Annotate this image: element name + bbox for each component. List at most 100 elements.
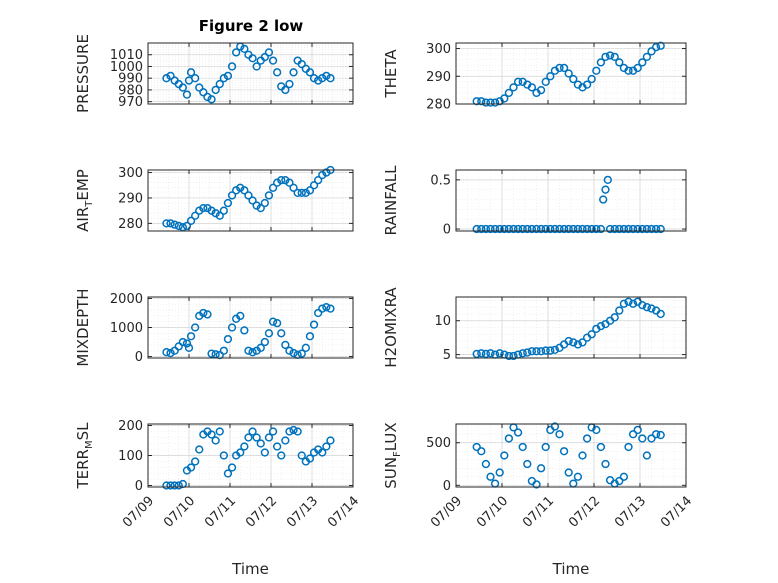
data-point: [628, 430, 638, 439]
data-point: [199, 88, 208, 97]
data-point: [240, 186, 249, 195]
data-point: [518, 224, 527, 234]
data-point: [619, 299, 629, 308]
data-point: [651, 43, 661, 52]
data-point: [615, 306, 624, 315]
data-point: [207, 430, 216, 439]
data-point: [232, 186, 241, 195]
data-point: [277, 329, 286, 338]
data-point: [191, 457, 200, 466]
data-point: [297, 451, 306, 460]
y-tick-label: 10: [434, 314, 451, 329]
data-point: [186, 68, 196, 77]
data-point: [509, 224, 518, 234]
data-point: [244, 433, 253, 442]
y-axis-label: RAINFALL: [382, 165, 400, 236]
data-point: [573, 224, 583, 234]
data-point: [601, 459, 610, 469]
data-point: [564, 468, 573, 477]
data-point: [199, 203, 208, 213]
data-point: [223, 334, 233, 344]
data-point: [504, 224, 514, 234]
data-point: [260, 198, 270, 208]
data-point: [297, 349, 306, 358]
data-point: [314, 176, 323, 185]
data-point: [326, 304, 335, 313]
data-point: [297, 59, 306, 69]
figure-title: Figure 2 low: [199, 17, 304, 35]
data-point: [248, 54, 257, 63]
data-point: [260, 337, 270, 347]
data-point: [289, 183, 298, 192]
data-point: [592, 66, 601, 75]
data-point: [638, 300, 647, 310]
data-point: [638, 434, 647, 443]
data-point: [240, 442, 249, 451]
data-point: [532, 224, 541, 234]
data-point: [523, 459, 532, 469]
data-point: [536, 85, 546, 95]
data-point: [605, 51, 615, 60]
data-point: [633, 425, 642, 435]
data-point: [472, 442, 481, 452]
data-point: [227, 463, 237, 472]
data-point: [615, 224, 624, 234]
data-point: [564, 224, 573, 234]
data-point: [578, 338, 587, 347]
data-point: [615, 58, 624, 67]
data-point: [236, 448, 245, 457]
data-point: [252, 201, 261, 210]
x-tick-label: 07/13: [612, 494, 649, 531]
data-point: [289, 68, 298, 77]
data-point: [256, 439, 265, 448]
data-point: [624, 297, 633, 306]
chart-panel-air_t_emp: 280 290 300 AIRTEMP: [74, 165, 354, 232]
y-axis-label: H2OMIXRA: [382, 287, 400, 368]
data-point: [277, 176, 286, 185]
data-point: [481, 224, 491, 234]
data-point: [297, 188, 306, 198]
data-point: [633, 63, 642, 73]
data-point: [509, 351, 518, 361]
data-point: [647, 47, 656, 56]
y-tick-label: 300: [426, 42, 451, 57]
axes-box: [455, 42, 687, 105]
y-axis-label: PRESSURE: [74, 34, 92, 113]
data-point: [500, 451, 509, 460]
data-point: [264, 48, 274, 57]
data-point: [651, 224, 661, 234]
data-point: [603, 175, 612, 184]
data-point: [555, 224, 564, 234]
data-point: [550, 224, 560, 234]
y-tick-label: 0.5: [430, 173, 451, 188]
data-point: [536, 464, 546, 473]
data-point: [596, 224, 606, 234]
data-point: [219, 451, 229, 460]
data-point: [268, 317, 278, 326]
data-point: [182, 339, 192, 348]
data-point: [184, 343, 194, 352]
data-point: [305, 332, 315, 341]
y-axis-label: THETA: [382, 49, 400, 99]
data-point: [472, 97, 481, 106]
data-point: [211, 436, 220, 445]
data-point: [211, 209, 220, 218]
data-point: [638, 58, 647, 67]
data-point: [326, 74, 335, 83]
data-point: [285, 427, 294, 436]
data-point: [178, 337, 188, 347]
data-point: [281, 436, 290, 445]
data-point: [564, 69, 573, 78]
data-point: [523, 224, 532, 234]
data-point: [518, 442, 527, 452]
data-point: [252, 433, 261, 442]
data-point: [578, 224, 587, 234]
x-tick-label: 07/11: [202, 494, 239, 531]
chart-panel-terr_m_sl: 0 100 200 TERRMSL 07/09 07/10 07/11 07/12 07/13 0…: [74, 419, 362, 578]
data-point: [170, 220, 179, 229]
data-point: [281, 85, 290, 95]
data-point: [281, 176, 290, 185]
chart-panel-h2omixra: 5 10 H2OMIXRA: [382, 287, 687, 368]
data-point: [550, 422, 560, 431]
data-point: [628, 224, 638, 234]
